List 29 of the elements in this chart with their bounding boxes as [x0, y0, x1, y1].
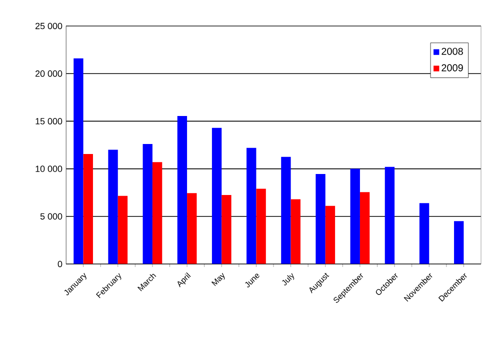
y-tick-label: 10 000	[36, 166, 62, 172]
bar	[118, 196, 128, 264]
bar	[419, 203, 430, 264]
bar	[142, 144, 152, 264]
bar	[350, 168, 360, 264]
bar	[325, 206, 336, 264]
bar	[246, 148, 256, 264]
bar	[454, 221, 464, 264]
y-tick-label: 5 000	[40, 213, 62, 220]
y-tick-label: 0	[58, 260, 62, 268]
bar	[152, 162, 162, 264]
bar	[316, 174, 326, 264]
bar	[290, 199, 300, 264]
bar	[212, 128, 222, 264]
y-tick-label: 15 000	[36, 118, 62, 124]
y-tick-label: 20 000	[36, 70, 62, 77]
bar	[384, 166, 395, 264]
legend-label: 2008	[442, 48, 463, 55]
bar	[74, 58, 84, 264]
bar	[256, 188, 266, 264]
bar	[222, 194, 232, 264]
bar	[360, 192, 370, 264]
legend-label: 2009	[442, 64, 463, 72]
bar	[108, 150, 118, 264]
bar	[177, 116, 188, 264]
y-tick-label: 25 000	[36, 22, 62, 30]
bar	[187, 193, 197, 264]
bar	[83, 154, 93, 264]
bar	[281, 156, 291, 264]
